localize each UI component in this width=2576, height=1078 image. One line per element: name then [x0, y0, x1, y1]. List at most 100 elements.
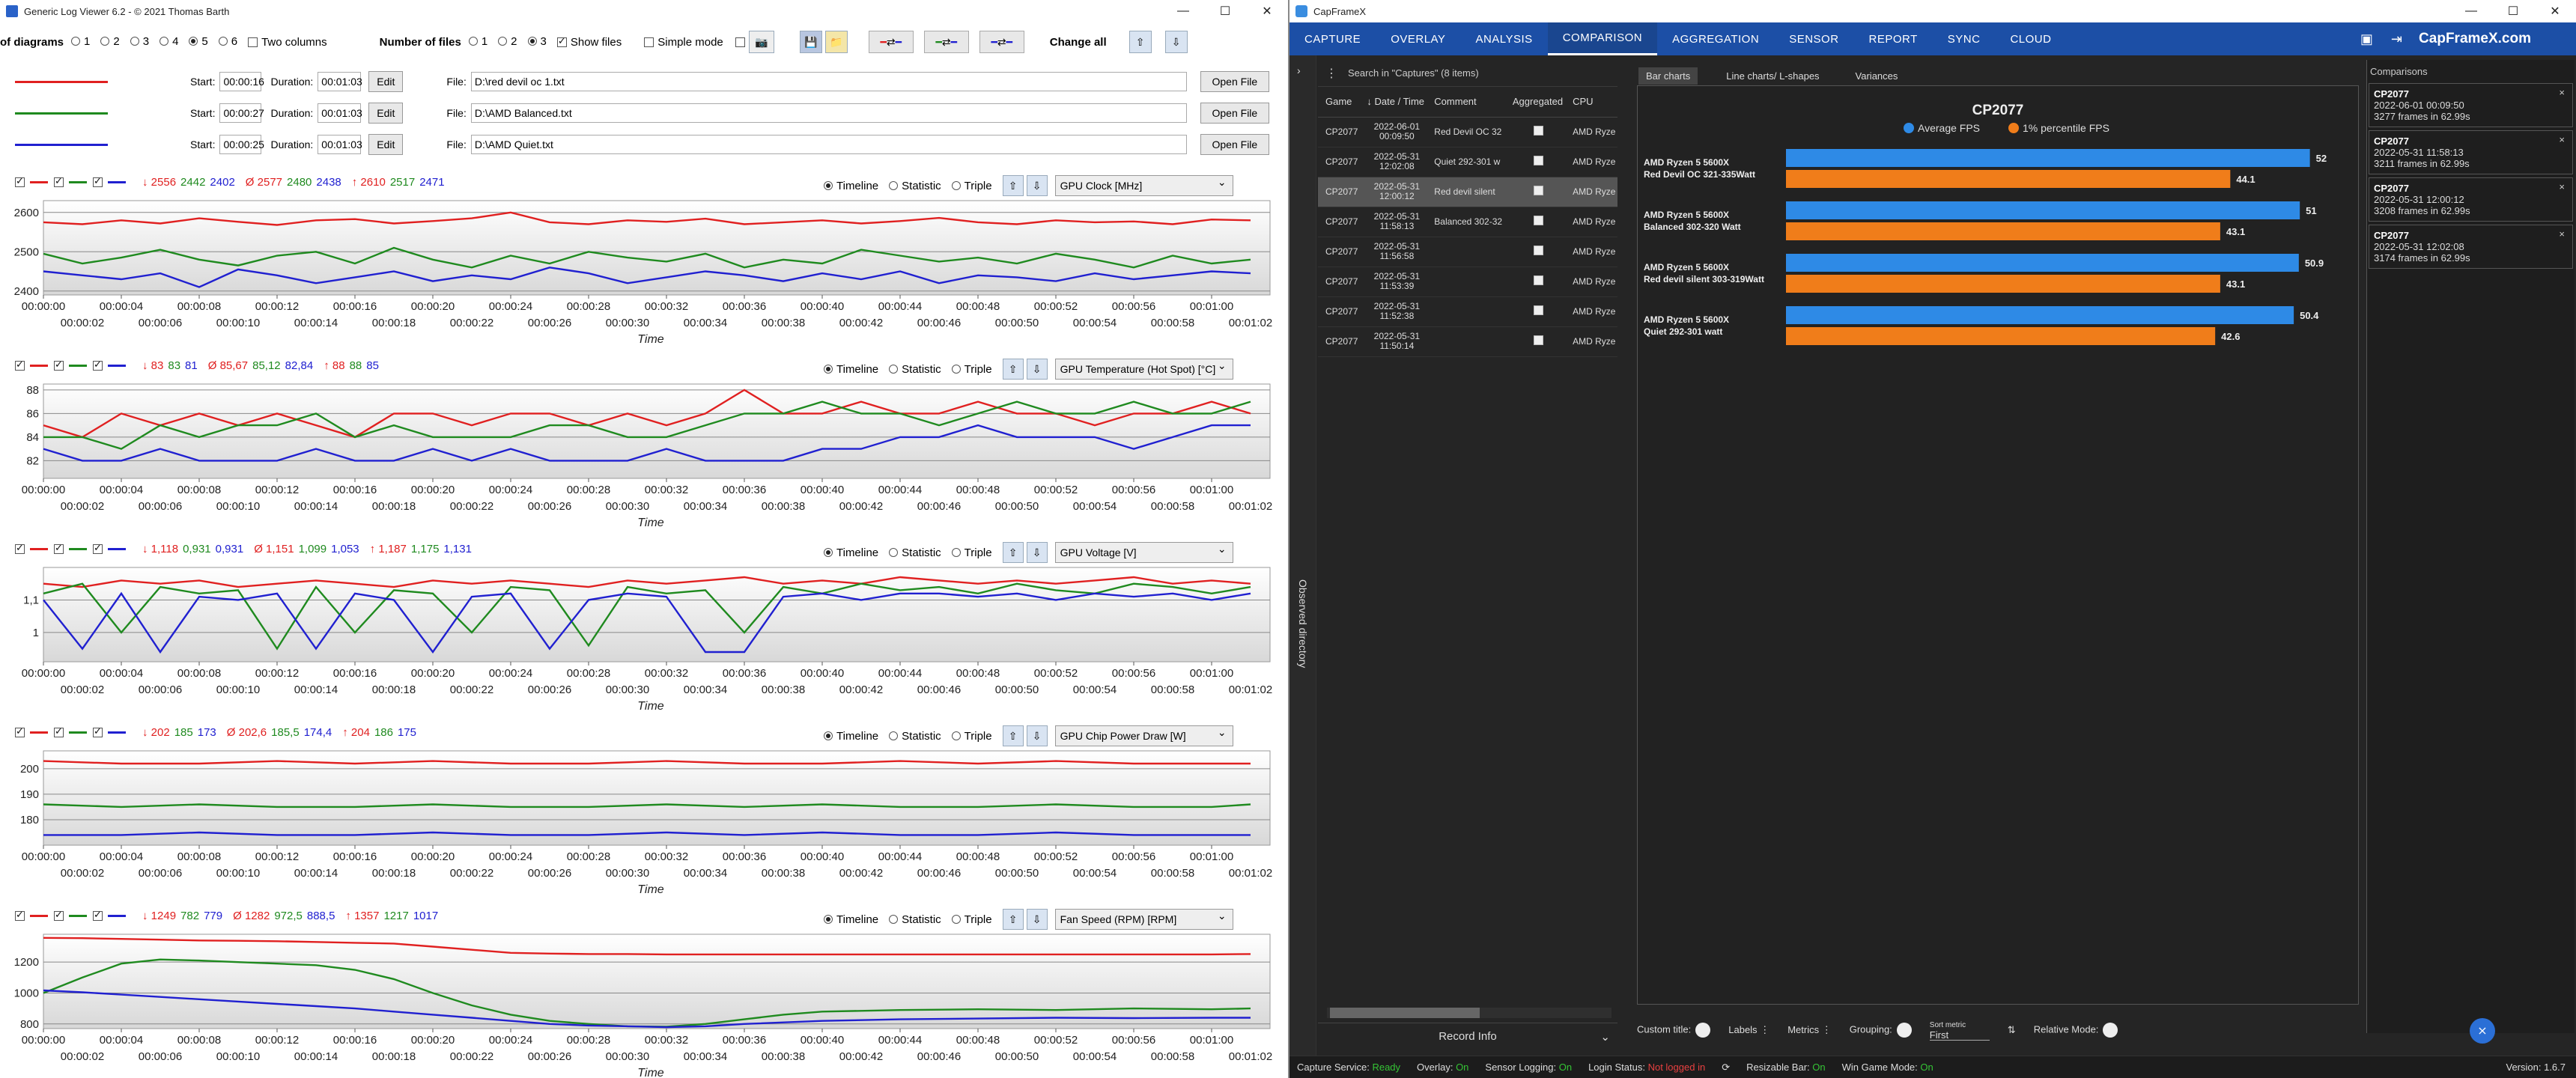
sort-order-icon[interactable]: ⇅: [2007, 1024, 2016, 1035]
capture-row[interactable]: CP2077 2022-05-31 11:50:14 AMD Ryze: [1318, 326, 1617, 357]
start-field[interactable]: 00:00:16: [219, 72, 264, 91]
file-count-option-3[interactable]: 3: [527, 35, 547, 48]
custom-title-option[interactable]: Custom title:: [1637, 1023, 1711, 1038]
clear-comparisons-button[interactable]: ⨯: [2470, 1018, 2495, 1044]
minimize-icon[interactable]: —: [1177, 4, 1189, 17]
record-info-toggle[interactable]: Record Info ⌄: [1318, 1023, 1617, 1050]
series-checkbox[interactable]: [54, 175, 64, 187]
column-header[interactable]: ↓ Date / Time: [1359, 87, 1427, 118]
view-timeline-option[interactable]: Timeline: [824, 913, 878, 926]
move-down-icon[interactable]: ⇩: [1026, 725, 1048, 746]
grouping-toggle[interactable]: [1896, 1023, 1912, 1038]
view-statistic-radio[interactable]: [889, 365, 899, 374]
view-triple-radio[interactable]: [951, 181, 961, 190]
view-timeline-option[interactable]: Timeline: [824, 363, 878, 376]
chart-tab[interactable]: Bar charts: [1638, 67, 1698, 85]
sort-metric-value[interactable]: First: [1929, 1030, 1990, 1041]
view-statistic-option[interactable]: Statistic: [889, 546, 941, 559]
move-up-icon[interactable]: ⇧: [1002, 725, 1024, 746]
search-input[interactable]: Search in "Captures" (8 items): [1348, 67, 1479, 79]
capture-comment[interactable]: Red Devil OC 32: [1427, 117, 1505, 147]
open-file-button[interactable]: Open File: [1200, 103, 1269, 124]
view-triple-radio[interactable]: [951, 548, 961, 557]
nav-tab-report[interactable]: REPORT: [1868, 32, 1918, 46]
screenshot-checkbox[interactable]: [735, 37, 745, 47]
sort-metric-select[interactable]: Sort metric First: [1929, 1020, 1990, 1041]
view-triple-option[interactable]: Triple: [951, 913, 992, 926]
comparison-item[interactable]: CP2077 2022-05-31 11:58:13 3211 frames in …: [2369, 130, 2573, 174]
diagram-count-option-2[interactable]: 2: [100, 35, 120, 48]
file-path-field[interactable]: D:\AMD Balanced.txt: [470, 103, 1187, 123]
view-triple-radio[interactable]: [951, 915, 961, 924]
open-file-button[interactable]: Open File: [1200, 71, 1269, 92]
view-statistic-option[interactable]: Statistic: [889, 913, 941, 926]
capture-comment[interactable]: Balanced 302-32: [1427, 207, 1505, 237]
chevron-right-icon[interactable]: ›: [1297, 64, 1301, 76]
open-file-button[interactable]: Open File: [1200, 134, 1269, 155]
file-count-radio[interactable]: [498, 37, 508, 46]
nav-tab-capture[interactable]: CAPTURE: [1304, 32, 1361, 46]
view-triple-option[interactable]: Triple: [951, 546, 992, 559]
move-up-icon[interactable]: ⇧: [1002, 175, 1024, 196]
swap-red-blue-button[interactable]: ━ ⇄ ━: [868, 31, 914, 53]
view-timeline-radio[interactable]: [824, 548, 833, 557]
series-checkbox[interactable]: [15, 725, 25, 737]
series-checkbox[interactable]: [54, 725, 64, 737]
close-icon[interactable]: ✕: [1262, 5, 1272, 18]
search-bar[interactable]: ⋮ Search in "Captures" (8 items): [1318, 60, 1617, 87]
chart-tab[interactable]: Line charts/ L-shapes: [1726, 70, 1820, 82]
screenshot-icon[interactable]: ▣: [2360, 31, 2373, 46]
view-triple-option[interactable]: Triple: [951, 180, 992, 192]
view-timeline-radio[interactable]: [824, 181, 833, 190]
file-count-radio[interactable]: [468, 37, 478, 46]
diagram-count-option-3[interactable]: 3: [130, 35, 149, 48]
scroll-thumb[interactable]: [1330, 1008, 1480, 1018]
series-checkbox[interactable]: [15, 542, 25, 554]
view-statistic-radio[interactable]: [889, 731, 899, 740]
relative-mode-toggle[interactable]: [2103, 1023, 2118, 1038]
nav-tab-sensor[interactable]: SENSOR: [1789, 32, 1839, 46]
start-field[interactable]: 00:00:25: [219, 135, 264, 154]
view-statistic-radio[interactable]: [889, 548, 899, 557]
remove-comparison-icon[interactable]: ×: [2559, 228, 2565, 240]
move-down-icon[interactable]: ⇩: [1026, 359, 1048, 380]
aggregated-checkbox[interactable]: [1534, 335, 1544, 345]
series-checkbox[interactable]: [93, 542, 103, 554]
series-checkbox[interactable]: [93, 359, 103, 371]
metric-select[interactable]: Fan Speed (RPM) [RPM]: [1054, 909, 1233, 930]
capture-comment[interactable]: Red devil silent: [1427, 177, 1505, 207]
maximize-icon[interactable]: ☐: [1219, 5, 1231, 18]
series-checkbox[interactable]: [93, 175, 103, 187]
series-checkbox[interactable]: [15, 359, 25, 371]
series-checkbox[interactable]: [54, 542, 64, 554]
diagram-count-option-4[interactable]: 4: [160, 35, 178, 48]
show-files-checkbox[interactable]: [556, 35, 567, 48]
capture-row[interactable]: CP2077 2022-06-01 00:09:50 Red Devil OC 32 A…: [1318, 117, 1617, 147]
aggregated-checkbox[interactable]: [1534, 246, 1544, 255]
diagram-count-radio[interactable]: [130, 37, 139, 46]
camera-icon[interactable]: 📷: [748, 31, 774, 53]
duration-field[interactable]: 00:01:03: [318, 72, 362, 91]
metric-select[interactable]: GPU Clock [MHz]: [1054, 175, 1233, 196]
labels-option[interactable]: Labels ⋮: [1728, 1024, 1770, 1036]
two-columns-option[interactable]: Two columns: [248, 36, 327, 49]
relative-mode-option[interactable]: Relative Mode:: [2034, 1023, 2118, 1038]
comparison-item[interactable]: CP2077 2022-06-01 00:09:50 3277 frames in …: [2369, 83, 2573, 127]
series-checkbox[interactable]: [15, 909, 25, 921]
column-header[interactable]: Game: [1318, 87, 1360, 118]
diagram-count-option-1[interactable]: 1: [71, 35, 90, 48]
column-header[interactable]: Aggregated: [1504, 87, 1566, 118]
chart-tab[interactable]: Variances: [1855, 70, 1898, 82]
view-statistic-option[interactable]: Statistic: [889, 730, 941, 743]
remove-comparison-icon[interactable]: ×: [2559, 181, 2565, 192]
diagram-count-option-6[interactable]: 6: [218, 35, 237, 48]
metrics-menu-icon[interactable]: ⋮: [1821, 1024, 1832, 1035]
file-path-field[interactable]: D:\red devil oc 1.txt: [470, 72, 1187, 91]
minimize-icon[interactable]: —: [2465, 4, 2477, 17]
swap-blue-blue-button[interactable]: ━ ⇄ ━: [979, 31, 1024, 53]
show-files-option[interactable]: Show files: [556, 35, 622, 49]
series-checkbox[interactable]: [54, 909, 64, 921]
start-field[interactable]: 00:00:27: [219, 103, 264, 123]
duration-field[interactable]: 00:01:03: [318, 103, 362, 123]
